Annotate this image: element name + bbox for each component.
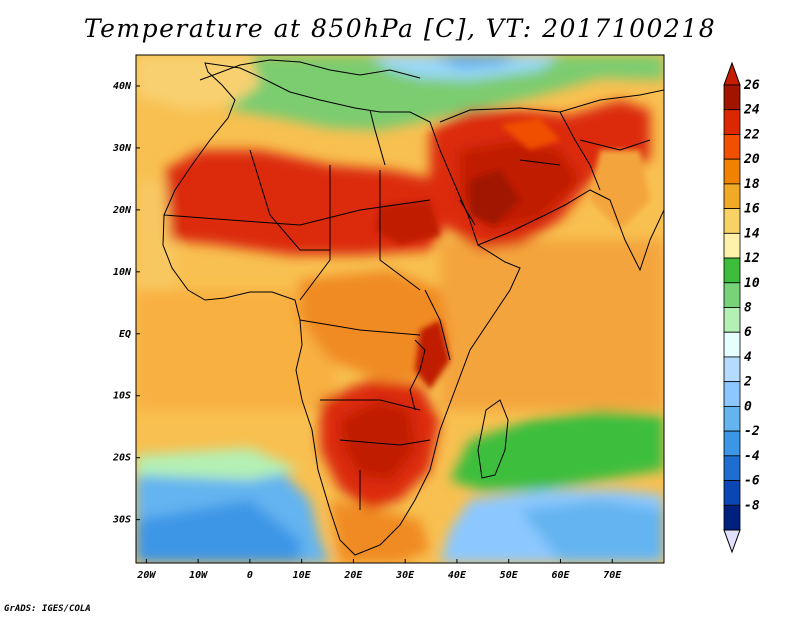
colorbar-swatch [723, 84, 741, 111]
colorbar-label: 8 [744, 301, 752, 316]
longitude-label: 50E [500, 570, 519, 581]
colorbar-top-arrow [723, 61, 741, 86]
longitude-label: 10E [293, 570, 312, 581]
colorbar-swatch [723, 381, 741, 407]
latitude-labels: 40N 30N 20N 10N EQ 10S 20S 30S [112, 81, 140, 526]
colorbar-label: 20 [743, 152, 760, 167]
colorbar-swatch [723, 480, 741, 506]
temperature-field [136, 55, 664, 563]
longitude-labels: 20W 10W 0 10E 20E 30E 40E 50E 60E 70E [136, 559, 622, 581]
map-title: Temperature at 850hPa [C], VT: 201710021… [83, 14, 717, 43]
colorbar-label: -2 [744, 424, 760, 439]
colorbar-label: 6 [744, 325, 752, 340]
colorbar-swatch [723, 307, 741, 333]
colorbar-label: 14 [744, 226, 760, 241]
colorbar-swatch [723, 455, 741, 481]
longitude-label: 30E [395, 570, 415, 581]
latitude-label: EQ [119, 329, 131, 340]
colorbar-swatch [723, 430, 741, 457]
colorbar-label: 22 [743, 127, 760, 142]
longitude-label: 20W [136, 570, 156, 581]
latitude-label: 30S [112, 515, 131, 526]
colorbar-label: -8 [744, 498, 760, 513]
colorbar-swatch [723, 134, 741, 160]
map-frame [135, 54, 665, 564]
colorbar-swatch [723, 232, 741, 259]
colorbar-label: 2 [743, 375, 752, 390]
colorbar-swatch [723, 405, 741, 432]
coastlines [162, 59, 664, 556]
latitude-label: 40N [113, 81, 132, 92]
colorbar-swatch [723, 109, 741, 135]
grads-credit: GrADS: IGES/COLA [4, 604, 91, 614]
colorbar-label: 4 [744, 350, 752, 365]
longitude-label: 60E [551, 570, 570, 581]
colorbar-label: 26 [743, 78, 760, 93]
colorbar-label: 18 [744, 177, 760, 192]
colorbar-swatch [723, 331, 741, 358]
longitude-label: 10W [189, 570, 208, 581]
colorbar-swatch [723, 504, 741, 531]
colorbar-swatch [723, 282, 741, 308]
colorbar-swatch [723, 208, 741, 234]
latitude-label: 30N [112, 143, 132, 154]
latitude-label: 10N [113, 267, 132, 278]
latitude-label: 10S [113, 391, 131, 402]
colorbar-bottom-arrow [723, 529, 741, 554]
longitude-label: 70E [603, 570, 622, 581]
colorbar-swatch [723, 158, 741, 185]
colorbar-label: 12 [744, 251, 760, 266]
colorbar-label: -6 [744, 474, 760, 489]
colorbar-label: 0 [744, 399, 752, 414]
colorbar-swatch [723, 356, 741, 383]
colorbar-label: 10 [744, 276, 760, 291]
longitude-label: 40E [448, 570, 467, 581]
colorbar-label: 16 [744, 202, 760, 217]
latitude-label: 20N [112, 205, 132, 216]
colorbar-swatch [723, 257, 741, 284]
colorbar-label: -4 [744, 449, 760, 464]
longitude-label: 20E [343, 570, 363, 581]
latitude-label: 20S [112, 453, 131, 464]
longitude-label: 0 [247, 570, 253, 581]
colorbar-label: 24 [743, 103, 760, 118]
colorbar-swatch [723, 183, 741, 210]
